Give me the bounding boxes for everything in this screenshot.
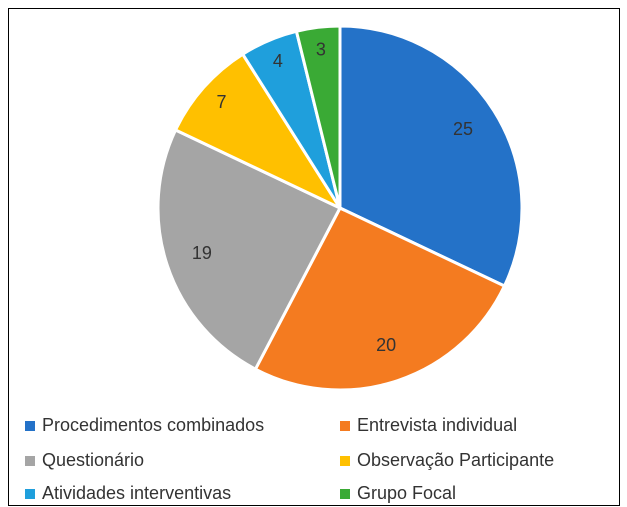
legend-label: Grupo Focal <box>357 483 456 503</box>
legend-marker <box>340 456 350 466</box>
legend-label: Observação Participante <box>357 450 554 470</box>
legend-marker <box>25 421 35 431</box>
data-label: 7 <box>216 92 226 112</box>
legend-marker <box>25 456 35 466</box>
data-label: 20 <box>376 335 396 355</box>
legend-marker <box>340 421 350 431</box>
data-label: 19 <box>192 243 212 263</box>
legend-label: Entrevista individual <box>357 415 517 435</box>
pie-slice <box>338 24 524 289</box>
pie-slice <box>173 52 345 212</box>
data-label: 4 <box>273 51 283 71</box>
data-label: 25 <box>453 119 473 139</box>
legend-marker <box>340 489 350 499</box>
legend-label: Atividades interventivas <box>42 483 231 503</box>
legend-marker <box>25 489 35 499</box>
legend-label: Procedimentos combinados <box>42 415 264 435</box>
pie-slice <box>294 24 342 209</box>
data-label: 3 <box>316 40 326 60</box>
pie-slice <box>156 127 343 372</box>
legend-label: Questionário <box>42 450 144 470</box>
